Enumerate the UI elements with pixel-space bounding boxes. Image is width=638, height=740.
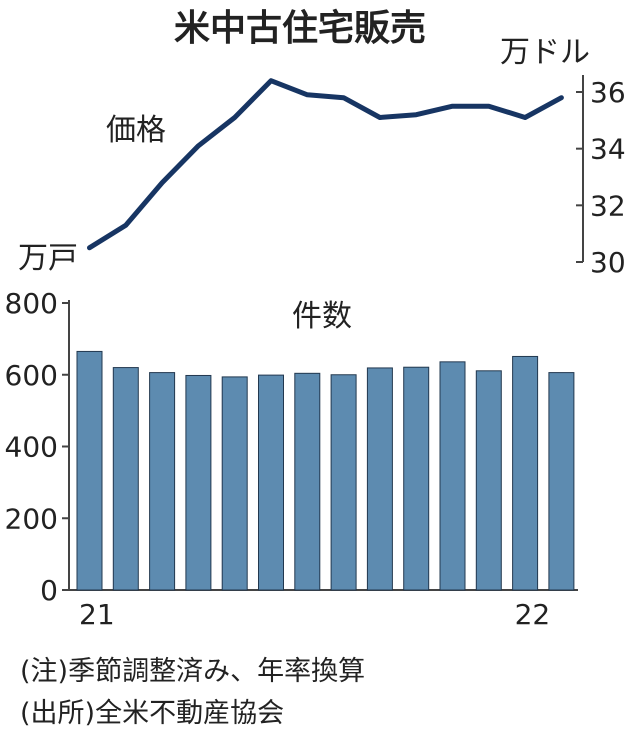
- count-tick-label: 200: [5, 502, 58, 535]
- count-tick-label: 0: [40, 574, 58, 607]
- year-tick-label: 21: [79, 598, 115, 631]
- count-tick-label: 800: [5, 287, 58, 320]
- chart-title: 米中古住宅販売: [174, 7, 426, 49]
- count-bar: [475, 370, 502, 591]
- count-bar: [403, 366, 430, 591]
- price-tick-label: 32: [590, 189, 626, 222]
- count-unit-label: 万戸: [18, 241, 78, 276]
- count-bar: [112, 367, 139, 591]
- count-bar: [512, 355, 539, 591]
- count-tick-label: 600: [5, 359, 58, 392]
- price-unit-label: 万ドル: [500, 35, 590, 70]
- price-tick-label: 36: [590, 76, 626, 109]
- count-bar: [185, 374, 212, 591]
- count-bar-panel: 件数 0 200 400 600 800 21 22: [5, 287, 578, 631]
- count-bar: [294, 372, 321, 591]
- price-line: [87, 78, 564, 251]
- count-tick-label: 400: [5, 431, 58, 464]
- count-bar: [221, 376, 248, 591]
- count-bar: [258, 374, 284, 591]
- count-series-label: 件数: [292, 299, 352, 334]
- count-bar: [149, 372, 176, 591]
- note-source: (出所)全米不動産協会: [20, 698, 284, 729]
- count-bar: [548, 372, 575, 591]
- count-bar: [366, 367, 393, 591]
- year-tick-label: 22: [515, 598, 551, 631]
- price-series-label: 価格: [106, 113, 166, 148]
- note-adjustment: (注)季節調整済み、年率換算: [20, 656, 365, 687]
- price-tick-label: 30: [590, 246, 626, 279]
- count-bar: [439, 361, 466, 591]
- count-bar: [330, 374, 357, 591]
- price-tick-label: 34: [590, 133, 626, 166]
- count-bar: [76, 350, 103, 591]
- price-line-panel: 価格 万ドル 万戸 30 32 34 36: [18, 35, 626, 279]
